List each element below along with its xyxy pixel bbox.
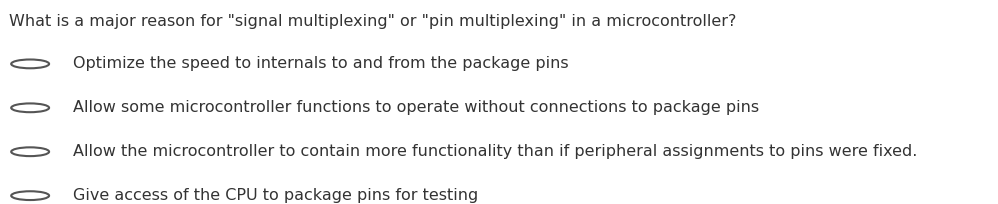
Text: Give access of the CPU to package pins for testing: Give access of the CPU to package pins f… (73, 188, 478, 203)
Text: Allow the microcontroller to contain more functionality than if peripheral assig: Allow the microcontroller to contain mor… (73, 144, 917, 159)
Text: What is a major reason for "signal multiplexing" or "pin multiplexing" in a micr: What is a major reason for "signal multi… (9, 14, 736, 29)
Text: Allow some microcontroller functions to operate without connections to package p: Allow some microcontroller functions to … (73, 100, 759, 115)
Text: Optimize the speed to internals to and from the package pins: Optimize the speed to internals to and f… (73, 56, 569, 71)
